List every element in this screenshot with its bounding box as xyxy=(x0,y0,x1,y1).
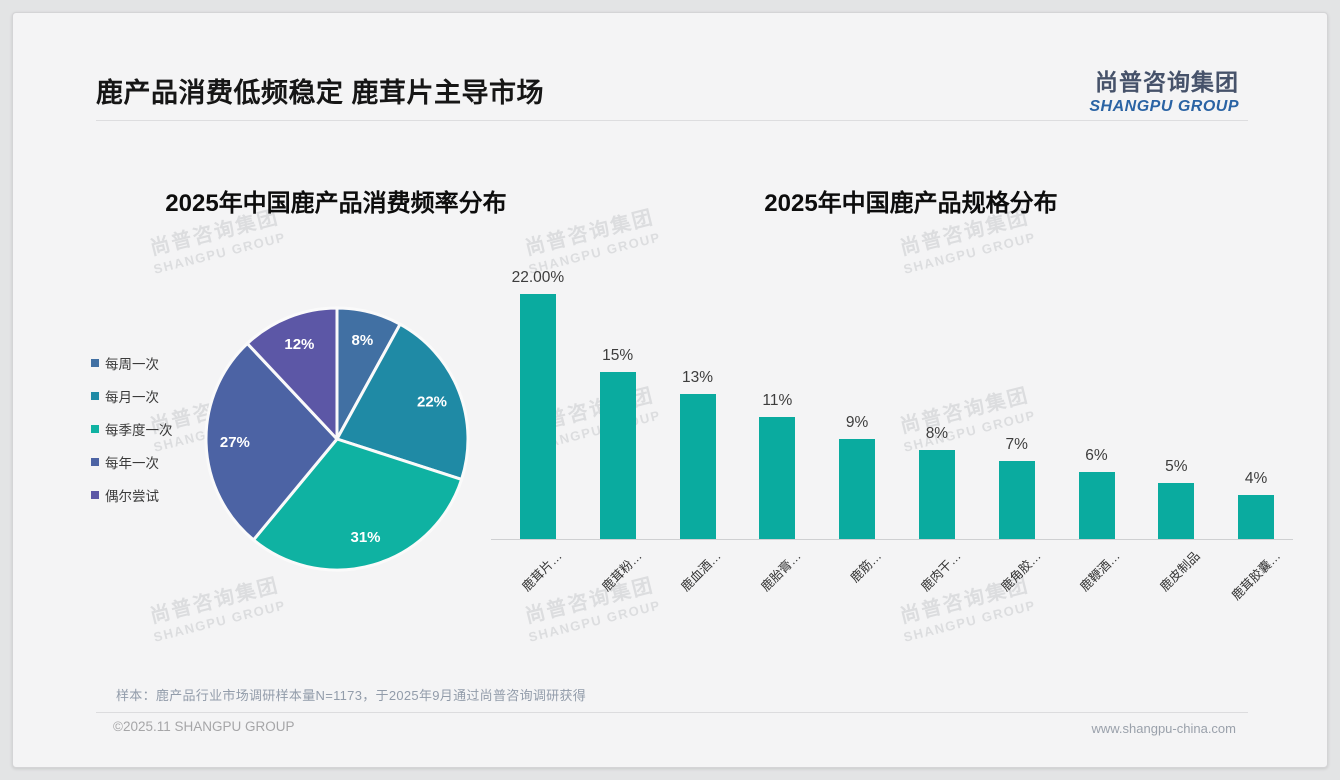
bar xyxy=(599,372,636,539)
company-logo: 尚普咨询集团 SHANGPU GROUP xyxy=(1089,63,1239,116)
bar-x-label: 鹿鞭酒… xyxy=(1077,548,1124,595)
pie-chart-title: 2025年中国鹿产品消费频率分布 xyxy=(165,190,507,217)
pie-slice xyxy=(245,306,339,441)
bar-value-label: 7% xyxy=(1005,436,1028,453)
legend-label: 每季度一次 xyxy=(105,422,173,438)
bar xyxy=(519,294,556,539)
pie-data-label: 8% xyxy=(352,332,374,349)
logo-en-text: SHANGPU GROUP xyxy=(1089,98,1239,115)
slide-card: 尚普咨询集团 SHANGPU GROUP 尚普咨询集团 SHANGPU GROUP 尚普… xyxy=(12,12,1328,768)
bar-x-label: 鹿角胶… xyxy=(998,548,1044,595)
legend-item: 每月一次 xyxy=(91,379,173,412)
bar xyxy=(1238,494,1275,539)
bar-x-label: 鹿胎膏… xyxy=(758,548,805,595)
legend-label: 每年一次 xyxy=(105,455,159,471)
bar xyxy=(1158,483,1195,539)
title-divider xyxy=(96,120,1248,121)
pie-data-label: 27% xyxy=(220,434,250,451)
bar-chart-title: 2025年中国鹿产品规格分布 xyxy=(764,190,1058,217)
bar-value-label: 4% xyxy=(1244,469,1268,487)
logo-cn-text: 尚普咨询集团 xyxy=(1095,69,1239,95)
bar xyxy=(839,438,876,539)
legend-swatch xyxy=(91,424,99,433)
pie-legend: 每周一次每月一次每季度一次每年一次偶尔尝试 xyxy=(91,346,173,511)
bar-value-label: 11% xyxy=(762,391,793,409)
pie-slice xyxy=(335,322,470,481)
legend-swatch xyxy=(91,391,99,400)
slide-title: 鹿产品消费低频稳定 鹿茸片主导市场 xyxy=(96,78,545,108)
legend-swatch xyxy=(91,358,99,367)
bar-x-label: 鹿茸胶囊… xyxy=(1228,548,1283,603)
legend-item: 偶尔尝试 xyxy=(91,478,173,511)
bar xyxy=(759,416,796,539)
bar-x-label: 鹿筋… xyxy=(847,548,884,586)
legend-item: 每季度一次 xyxy=(91,412,173,445)
legend-label: 偶尔尝试 xyxy=(105,488,159,504)
bar-x-label: 鹿皮制品 xyxy=(1157,548,1204,595)
legend-label: 每月一次 xyxy=(105,389,159,405)
legend-item: 每年一次 xyxy=(91,445,173,478)
bar-x-label: 鹿茸粉… xyxy=(599,548,645,595)
bar-x-label: 鹿茸片… xyxy=(519,548,565,595)
pie-data-label: 31% xyxy=(350,529,380,546)
pie-chart: 8% 22% 31% 27% 12% xyxy=(204,306,470,572)
bar-value-label: 13% xyxy=(681,369,714,387)
bar-x-label: 鹿肉干… xyxy=(918,548,964,595)
sample-footnote: 样本：鹿产品行业市场调研样本量N=1173，于2025年9月通过尚普咨询调研获得 xyxy=(116,688,587,703)
legend-label: 每周一次 xyxy=(105,356,159,372)
pie-data-label: 12% xyxy=(284,336,314,353)
legend-item: 每周一次 xyxy=(91,346,173,379)
legend-swatch xyxy=(91,490,99,499)
bar xyxy=(918,449,955,539)
footer-divider xyxy=(96,712,1248,713)
bar-value-label: 8% xyxy=(925,424,949,442)
pie-data-label: 22% xyxy=(417,393,447,410)
pie-slice xyxy=(204,342,339,542)
bar-value-label: 6% xyxy=(1085,447,1108,465)
bar-x-axis-line xyxy=(491,539,1293,540)
bar xyxy=(998,461,1035,539)
bar-plot: 22.00% 鹿茸片… 15% 鹿茸粉… 13% 鹿血酒… 11% 鹿胎膏… 9% 鹿筋… 8% 鹿肉… xyxy=(498,269,1296,603)
bar-value-label: 15% xyxy=(602,347,634,364)
bar-value-label: 5% xyxy=(1165,458,1188,476)
bar-x-label: 鹿血酒… xyxy=(678,548,725,595)
website-text: www.shangpu-china.com xyxy=(1091,721,1236,736)
bar xyxy=(1078,472,1115,539)
bar xyxy=(679,394,716,539)
legend-swatch xyxy=(91,457,99,466)
copyright-text: ©2025.11 SHANGPU GROUP xyxy=(113,719,295,734)
bar-value-label: 22.00% xyxy=(511,269,565,286)
bar-value-label: 9% xyxy=(845,413,869,431)
pie-slice xyxy=(252,437,464,572)
